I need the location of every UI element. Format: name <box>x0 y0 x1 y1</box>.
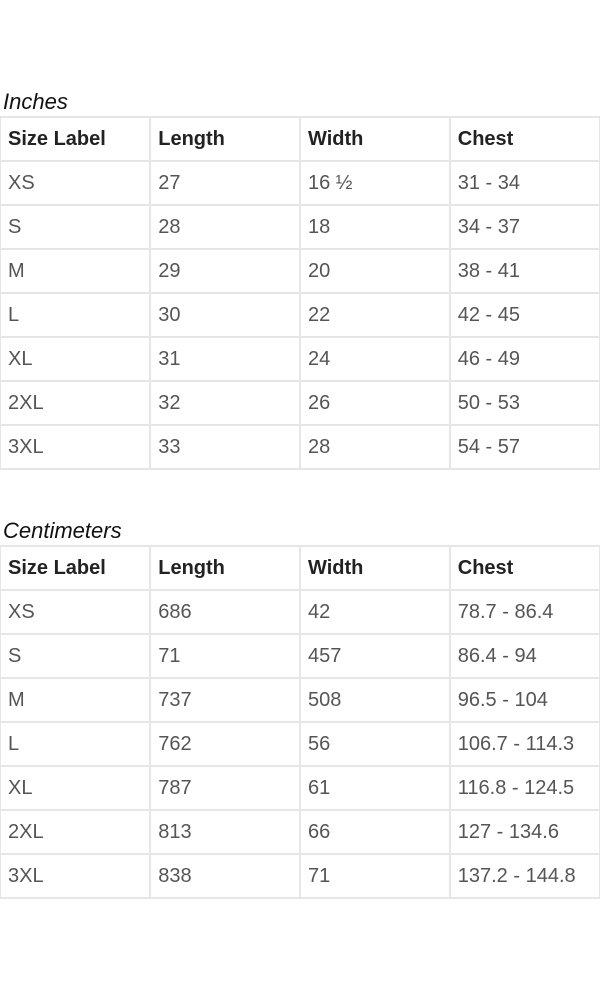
table-cell: 38 - 41 <box>448 248 600 294</box>
column-header: Length <box>149 545 301 591</box>
table-cell: 66 <box>299 809 451 855</box>
table-cell: M <box>0 677 152 723</box>
table-cell: 31 <box>149 336 301 382</box>
table-cell: 50 - 53 <box>448 380 600 426</box>
table-cell: 78.7 - 86.4 <box>448 589 600 635</box>
table-cell: L <box>0 721 152 767</box>
table-row: XL 787 61 116.8 - 124.5 <box>0 765 600 811</box>
column-header: Width <box>299 545 451 591</box>
column-header: Chest <box>448 116 600 162</box>
table-cell: 28 <box>149 204 301 250</box>
centimeters-section: Centimeters Size Label Length Width Chest XS… <box>0 517 600 899</box>
table-cell: 813 <box>149 809 301 855</box>
table-row: L 30 22 42 - 45 <box>0 292 600 338</box>
table-cell: 30 <box>149 292 301 338</box>
table-row: 3XL 838 71 137.2 - 144.8 <box>0 853 600 899</box>
table-cell: 2XL <box>0 380 152 426</box>
table-cell: 3XL <box>0 424 152 470</box>
table-cell: XS <box>0 589 152 635</box>
column-header: Chest <box>448 545 600 591</box>
table-cell: 16 ½ <box>299 160 451 206</box>
table-cell: 96.5 - 104 <box>448 677 600 723</box>
table-row: L 762 56 106.7 - 114.3 <box>0 721 600 767</box>
table-cell: 686 <box>149 589 301 635</box>
table-row: S 71 457 86.4 - 94 <box>0 633 600 679</box>
table-row: S 28 18 34 - 37 <box>0 204 600 250</box>
table-row: XL 31 24 46 - 49 <box>0 336 600 382</box>
table-cell: 34 - 37 <box>448 204 600 250</box>
table-cell: 737 <box>149 677 301 723</box>
header-row: Size Label Length Width Chest <box>0 116 600 162</box>
table-cell: 24 <box>299 336 451 382</box>
table-cell: 61 <box>299 765 451 811</box>
table-cell: L <box>0 292 152 338</box>
table-cell: S <box>0 633 152 679</box>
table-cell: 3XL <box>0 853 152 899</box>
table-cell: 116.8 - 124.5 <box>448 765 600 811</box>
table-row: 3XL 33 28 54 - 57 <box>0 424 600 470</box>
column-header: Width <box>299 116 451 162</box>
table-cell: 32 <box>149 380 301 426</box>
table-cell: 29 <box>149 248 301 294</box>
table-cell: 18 <box>299 204 451 250</box>
table-cell: XS <box>0 160 152 206</box>
table-cell: 31 - 34 <box>448 160 600 206</box>
table-row: M 737 508 96.5 - 104 <box>0 677 600 723</box>
table-cell: 46 - 49 <box>448 336 600 382</box>
table-cell: 508 <box>299 677 451 723</box>
centimeters-caption: Centimeters <box>3 518 122 543</box>
table-cell: 71 <box>299 853 451 899</box>
column-header: Size Label <box>0 545 152 591</box>
inches-size-table: Size Label Length Width Chest XS 27 16 ½ 31 - 3… <box>0 116 600 470</box>
table-cell: 86.4 - 94 <box>448 633 600 679</box>
column-header: Length <box>149 116 301 162</box>
column-header: Size Label <box>0 116 152 162</box>
centimeters-size-table: Size Label Length Width Chest XS 686 42 78.7 - … <box>0 545 600 899</box>
table-row: M 29 20 38 - 41 <box>0 248 600 294</box>
table-cell: 457 <box>299 633 451 679</box>
inches-section: Inches Size Label Length Width Chest XS 27 16 … <box>0 88 600 470</box>
table-cell: 42 - 45 <box>448 292 600 338</box>
table-cell: 28 <box>299 424 451 470</box>
header-row: Size Label Length Width Chest <box>0 545 600 591</box>
table-cell: 22 <box>299 292 451 338</box>
table-row: 2XL 32 26 50 - 53 <box>0 380 600 426</box>
inches-caption: Inches <box>3 89 68 114</box>
table-cell: 71 <box>149 633 301 679</box>
table-cell: 838 <box>149 853 301 899</box>
table-row: XS 686 42 78.7 - 86.4 <box>0 589 600 635</box>
table-cell: 42 <box>299 589 451 635</box>
table-row: XS 27 16 ½ 31 - 34 <box>0 160 600 206</box>
table-cell: 762 <box>149 721 301 767</box>
table-cell: 26 <box>299 380 451 426</box>
table-cell: XL <box>0 336 152 382</box>
table-cell: 106.7 - 114.3 <box>448 721 600 767</box>
table-cell: 20 <box>299 248 451 294</box>
table-cell: 787 <box>149 765 301 811</box>
table-cell: 27 <box>149 160 301 206</box>
table-cell: 137.2 - 144.8 <box>448 853 600 899</box>
table-row: 2XL 813 66 127 - 134.6 <box>0 809 600 855</box>
table-cell: S <box>0 204 152 250</box>
table-cell: 2XL <box>0 809 152 855</box>
table-cell: 54 - 57 <box>448 424 600 470</box>
table-cell: XL <box>0 765 152 811</box>
table-cell: 56 <box>299 721 451 767</box>
table-cell: 127 - 134.6 <box>448 809 600 855</box>
table-cell: M <box>0 248 152 294</box>
table-cell: 33 <box>149 424 301 470</box>
